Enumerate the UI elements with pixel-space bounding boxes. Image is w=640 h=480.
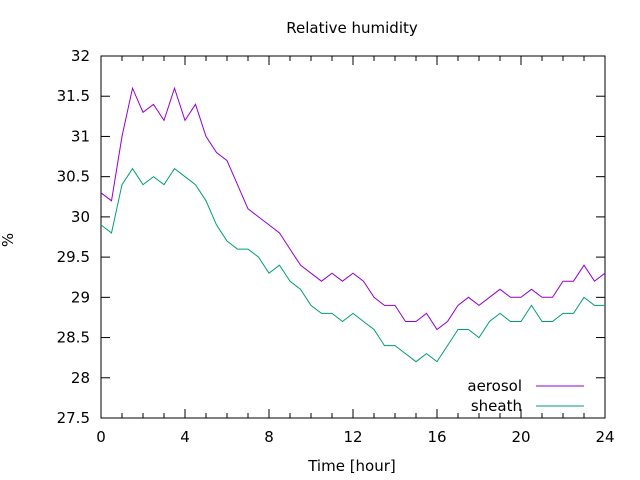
x-tick-label: 16 (427, 428, 446, 446)
x-tick-label: 12 (343, 428, 362, 446)
legend-label-sheath: sheath (471, 397, 522, 415)
series-line-aerosol (100, 86, 606, 331)
legend: aerosol sheath (467, 377, 584, 415)
x-tick-label: 24 (595, 428, 614, 446)
y-tick-label: 31 (71, 127, 90, 145)
y-tick-label: 29 (71, 288, 90, 306)
chart-title: Relative humidity (286, 19, 418, 37)
y-tick-label: 29.5 (57, 248, 90, 266)
y-tick-label: 28 (71, 369, 90, 387)
y-tick-label: 27.5 (57, 409, 90, 427)
x-tick-label: 8 (264, 428, 274, 446)
y-tick-label: 32 (71, 47, 90, 65)
series-line-sheath (100, 167, 605, 363)
y-tick-label: 30 (71, 208, 90, 226)
x-tick-label: 4 (180, 428, 190, 446)
x-axis-label: Time [hour] (307, 457, 396, 475)
y-tick-label: 28.5 (57, 329, 90, 347)
series-layer (100, 86, 606, 363)
y-axis-label: % (0, 233, 17, 247)
plot-area-frame (100, 55, 606, 419)
y-tick-label: 31.5 (57, 87, 90, 105)
y-tick-label: 30.5 (57, 168, 90, 186)
x-tick-label: 20 (511, 428, 530, 446)
axis-ticks: 27.5 28 28.5 29 29.5 30 30.5 31 31.5 32 0 4 8 12 16 20 2… (57, 47, 615, 446)
legend-label-aerosol: aerosol (467, 377, 522, 395)
x-tick-label: 0 (96, 428, 106, 446)
